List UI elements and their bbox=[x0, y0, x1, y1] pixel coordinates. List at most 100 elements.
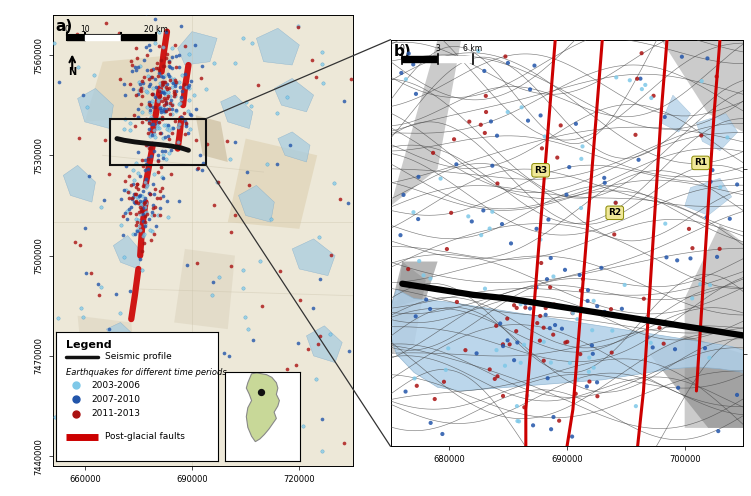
Point bbox=[150, 83, 162, 91]
Point bbox=[128, 111, 140, 119]
Point bbox=[164, 76, 176, 84]
Point bbox=[237, 266, 249, 274]
Point bbox=[591, 392, 603, 400]
Point bbox=[114, 435, 126, 443]
Point bbox=[164, 110, 176, 118]
Point bbox=[497, 340, 509, 348]
Point bbox=[410, 312, 422, 320]
Point bbox=[179, 130, 192, 138]
Point bbox=[143, 41, 155, 49]
Point bbox=[79, 224, 91, 232]
Point bbox=[160, 107, 172, 115]
Point bbox=[162, 123, 174, 130]
Point bbox=[497, 342, 509, 350]
Point bbox=[442, 344, 454, 352]
Point bbox=[605, 305, 617, 313]
Point bbox=[135, 77, 147, 85]
Point bbox=[126, 194, 138, 202]
Point bbox=[173, 63, 185, 71]
Point bbox=[294, 296, 306, 304]
Point bbox=[146, 139, 158, 147]
Point bbox=[52, 313, 64, 321]
Point bbox=[95, 363, 107, 371]
Point bbox=[653, 324, 665, 332]
Point bbox=[114, 310, 126, 317]
Point bbox=[73, 440, 85, 448]
Point bbox=[149, 15, 161, 23]
Point bbox=[535, 168, 547, 176]
Point bbox=[158, 72, 170, 80]
Point bbox=[478, 206, 490, 214]
Point bbox=[711, 253, 723, 261]
Point bbox=[312, 340, 324, 348]
Point bbox=[163, 135, 175, 143]
Point bbox=[630, 402, 642, 410]
Point bbox=[710, 72, 722, 80]
Point bbox=[155, 56, 167, 64]
Point bbox=[659, 220, 671, 228]
Polygon shape bbox=[85, 55, 174, 122]
Point bbox=[695, 131, 707, 139]
Point bbox=[157, 80, 169, 88]
Point bbox=[167, 87, 179, 95]
Point bbox=[153, 66, 165, 74]
Point bbox=[403, 50, 415, 58]
Point bbox=[139, 209, 151, 217]
Point bbox=[125, 209, 137, 217]
Point bbox=[176, 114, 188, 122]
Point bbox=[137, 187, 149, 195]
Point bbox=[113, 373, 125, 381]
Point bbox=[499, 53, 511, 61]
Point bbox=[152, 156, 164, 164]
Point bbox=[255, 388, 267, 396]
Point bbox=[575, 287, 587, 295]
Point bbox=[157, 154, 169, 162]
Point bbox=[189, 41, 201, 49]
Point bbox=[129, 183, 141, 191]
Point bbox=[538, 324, 550, 332]
Point bbox=[158, 133, 170, 141]
Point bbox=[131, 227, 143, 235]
Point bbox=[535, 259, 547, 267]
Point bbox=[264, 374, 276, 382]
Point bbox=[179, 120, 192, 127]
Point bbox=[584, 377, 596, 385]
Point bbox=[95, 203, 107, 211]
Point bbox=[208, 356, 220, 364]
Point bbox=[724, 215, 736, 223]
Point bbox=[281, 93, 293, 101]
Point bbox=[170, 108, 182, 116]
Point bbox=[237, 34, 249, 42]
Point bbox=[139, 212, 151, 220]
Point bbox=[137, 162, 149, 170]
Point bbox=[168, 89, 180, 97]
Point bbox=[338, 97, 350, 105]
Point bbox=[158, 89, 170, 97]
Point bbox=[407, 61, 419, 68]
Point bbox=[491, 132, 503, 140]
Point bbox=[582, 286, 594, 294]
Point bbox=[140, 51, 152, 59]
Text: 0: 0 bbox=[65, 25, 69, 34]
Point bbox=[118, 80, 130, 88]
Point bbox=[128, 230, 140, 238]
Point bbox=[547, 331, 559, 339]
Point bbox=[145, 65, 157, 73]
Point bbox=[310, 72, 322, 80]
Point bbox=[160, 99, 172, 107]
Point bbox=[169, 41, 181, 49]
Point bbox=[713, 245, 725, 253]
Point bbox=[140, 88, 152, 96]
Point bbox=[113, 29, 125, 37]
Point bbox=[72, 63, 84, 71]
Point bbox=[135, 207, 147, 215]
Point bbox=[302, 345, 314, 353]
Point bbox=[676, 53, 688, 61]
Point bbox=[161, 197, 173, 205]
Point bbox=[148, 170, 160, 178]
Point bbox=[166, 101, 178, 109]
Point bbox=[100, 19, 112, 27]
Point bbox=[141, 181, 153, 188]
Point bbox=[149, 39, 161, 47]
Point bbox=[143, 119, 155, 127]
